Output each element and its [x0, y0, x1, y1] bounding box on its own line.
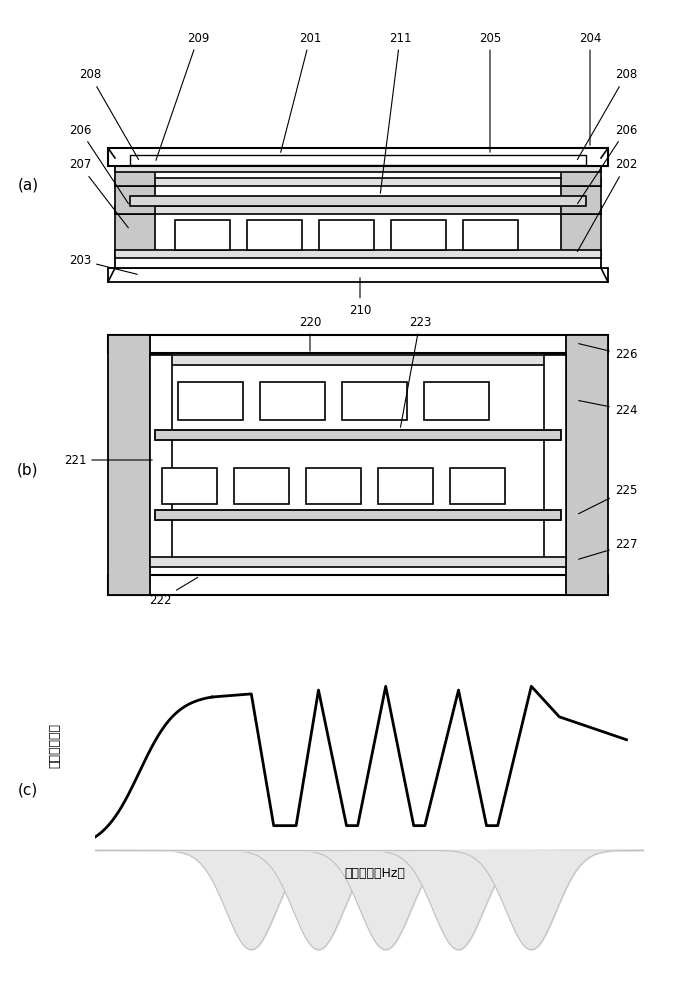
Bar: [391, 220, 446, 250]
Text: 209: 209: [156, 31, 209, 160]
Bar: [108, 268, 608, 282]
Bar: [150, 355, 172, 565]
Bar: [115, 206, 601, 214]
Text: 227: 227: [579, 538, 637, 559]
Bar: [234, 468, 289, 504]
Text: 振动频率（Hz）: 振动频率（Hz）: [344, 867, 405, 880]
Bar: [178, 382, 243, 420]
Bar: [115, 250, 601, 258]
Bar: [115, 210, 155, 254]
Text: 208: 208: [578, 68, 637, 160]
Text: 206: 206: [69, 123, 129, 204]
Bar: [115, 254, 601, 268]
Bar: [463, 220, 518, 250]
Text: 221: 221: [64, 454, 152, 466]
Text: 211: 211: [380, 31, 412, 193]
Bar: [108, 335, 150, 595]
Text: 223: 223: [400, 316, 431, 427]
Text: 205: 205: [479, 31, 501, 152]
Bar: [150, 557, 566, 567]
Bar: [378, 468, 433, 504]
Bar: [115, 178, 601, 186]
Bar: [424, 382, 489, 420]
Text: (c): (c): [18, 782, 38, 798]
Text: 222: 222: [148, 577, 197, 606]
Bar: [115, 164, 601, 172]
Bar: [561, 180, 601, 214]
Bar: [108, 335, 608, 353]
Text: 220: 220: [299, 316, 321, 351]
Bar: [247, 220, 302, 250]
Bar: [108, 148, 608, 166]
Bar: [155, 510, 561, 520]
Bar: [342, 382, 407, 420]
Bar: [115, 180, 155, 214]
Bar: [150, 355, 566, 365]
Bar: [130, 155, 586, 165]
Bar: [115, 158, 155, 186]
Bar: [306, 468, 361, 504]
Text: (a): (a): [18, 178, 38, 192]
Text: 平均采集功率: 平均采集功率: [49, 723, 62, 768]
Text: 201: 201: [281, 31, 321, 152]
Bar: [155, 430, 561, 440]
Text: 204: 204: [579, 31, 601, 145]
Bar: [566, 335, 608, 595]
Text: 224: 224: [579, 401, 637, 416]
Bar: [544, 355, 566, 565]
Text: 202: 202: [578, 158, 637, 252]
Bar: [108, 575, 608, 595]
Bar: [561, 158, 601, 186]
Text: 226: 226: [579, 344, 637, 361]
Bar: [175, 220, 230, 250]
Text: 210: 210: [349, 278, 371, 316]
Text: 208: 208: [79, 68, 139, 160]
Bar: [319, 220, 374, 250]
Bar: [561, 210, 601, 254]
Bar: [450, 468, 505, 504]
Text: 207: 207: [69, 158, 128, 228]
Text: 225: 225: [578, 484, 637, 514]
Text: (b): (b): [18, 462, 38, 478]
Text: 206: 206: [578, 123, 637, 204]
Text: 203: 203: [69, 253, 137, 274]
Bar: [162, 468, 217, 504]
Bar: [260, 382, 325, 420]
Bar: [130, 196, 586, 206]
